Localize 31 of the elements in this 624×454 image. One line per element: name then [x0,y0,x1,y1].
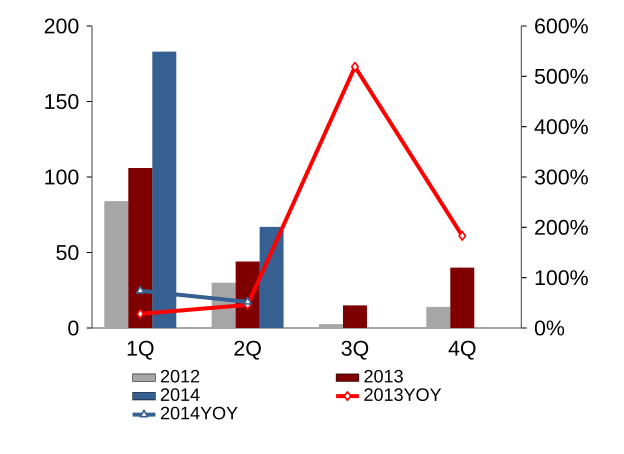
legend-label: 2014YOY [160,406,238,420]
y-tick-label: 50 [56,244,78,260]
y2-tick-label: 400% [534,119,588,134]
legend-label: 2013YOY [364,388,442,402]
y2-tick-label: 600% [535,18,588,34]
point [458,230,466,241]
legend-label: 2012 [160,370,200,383]
x-tick-label: 1Q [128,340,154,360]
y-tick-label: 100 [45,169,78,185]
legend-label: 2014 [160,388,200,402]
legend-label: 2013 [364,370,403,383]
point [136,308,144,319]
y2-tick-label: 300% [534,169,588,185]
y-tick-label: 150 [45,94,78,110]
y2-tick-label: 500% [534,68,588,84]
x-tick-label: 3Q [342,340,368,360]
y-tick-label: 0 [68,320,78,336]
x-tick-label: 4Q [448,340,476,360]
point [350,62,359,72]
bar [426,306,450,328]
bar [318,324,343,328]
x-tick-label: 2Q [234,340,261,360]
bar [342,305,367,328]
bar [450,268,474,328]
y2-tick-label: 0% [534,320,564,336]
bar [104,201,128,328]
bar [128,168,152,328]
bar [260,226,284,328]
y2-tick-label: 200% [535,220,588,235]
y-tick-label: 200 [44,18,78,34]
y2-tick-label: 100% [536,270,588,286]
